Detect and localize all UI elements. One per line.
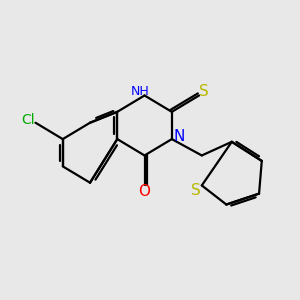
Text: N: N: [173, 129, 184, 144]
Text: NH: NH: [131, 85, 150, 98]
Text: Cl: Cl: [21, 113, 35, 127]
Text: O: O: [139, 184, 151, 200]
Text: S: S: [191, 183, 201, 198]
Text: S: S: [199, 84, 208, 99]
